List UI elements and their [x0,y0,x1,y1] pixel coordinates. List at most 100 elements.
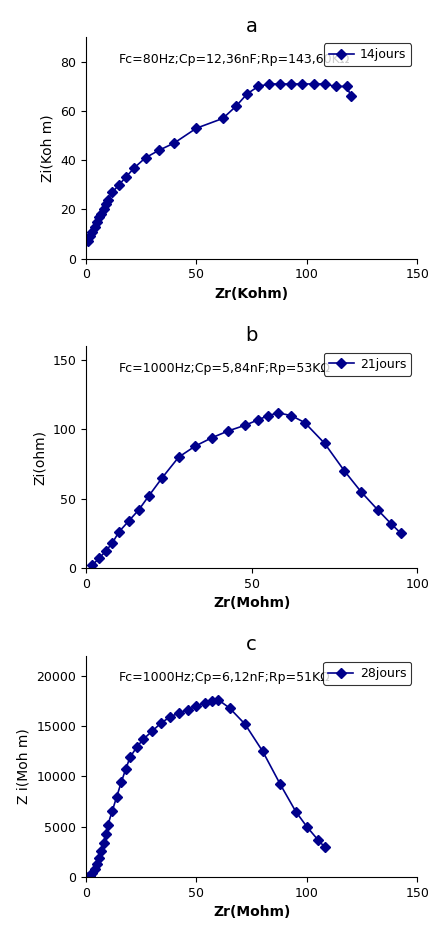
21jours [242,419,248,431]
14jours [90,226,95,237]
14jours [110,186,115,197]
28jours [315,834,321,845]
Text: Fc=1000Hz;Cp=6,12nF;Rp=51KΩ: Fc=1000Hz;Cp=6,12nF;Rp=51KΩ [119,671,331,684]
21jours [276,407,281,418]
21jours [209,432,215,444]
28jours [99,845,104,856]
28jours [278,779,283,790]
14jours [244,88,250,99]
14jours [267,79,272,90]
Legend: 28jours: 28jours [323,662,411,685]
21jours [136,505,141,516]
21jours [193,441,198,452]
14jours [256,80,261,92]
Y-axis label: Z i(Moh m): Z i(Moh m) [17,728,31,804]
21jours [226,425,231,436]
28jours [92,863,97,874]
28jours [110,805,115,816]
28jours [105,819,111,830]
14jours [233,100,239,111]
14jours [172,138,177,149]
28jours [242,719,248,730]
Title: c: c [246,636,257,654]
28jours [140,734,146,745]
28jours [202,697,208,709]
28jours [216,695,221,706]
21jours [126,515,132,526]
21jours [302,417,307,428]
21jours [375,505,380,516]
28jours [119,777,124,788]
28jours [293,806,298,817]
14jours [333,80,338,92]
Title: b: b [245,326,258,344]
14jours [278,79,283,90]
28jours [101,837,106,848]
14jours [103,198,108,210]
Line: 21jours: 21jours [89,409,404,568]
28jours [96,853,102,864]
Y-axis label: Zi(Koh m): Zi(Koh m) [41,114,54,182]
14jours [92,221,97,232]
28jours [94,858,99,870]
14jours [289,79,294,90]
14jours [194,123,199,134]
21jours [103,546,108,557]
28jours [209,695,215,707]
21jours [96,552,102,563]
21jours [159,473,165,484]
28jours [128,752,133,763]
21jours [358,486,363,497]
14jours [344,80,349,92]
28jours [304,821,310,832]
Y-axis label: Zi(ohm): Zi(ohm) [33,430,47,485]
14jours [94,216,99,227]
Legend: 14jours: 14jours [323,43,411,66]
14jours [300,79,305,90]
21jours [289,410,294,421]
14jours [132,162,137,173]
21jours [90,560,95,571]
Line: 14jours: 14jours [85,80,355,245]
14jours [101,204,106,215]
14jours [99,209,104,220]
28jours [260,746,265,757]
28jours [227,702,232,713]
28jours [87,870,93,881]
21jours [265,410,271,421]
28jours [85,871,91,883]
21jours [256,414,261,425]
28jours [194,700,199,711]
14jours [348,91,354,102]
14jours [87,231,93,242]
21jours [146,490,152,502]
Text: Fc=1000Hz;Cp=5,84nF;Rp=53KΩ: Fc=1000Hz;Cp=5,84nF;Rp=53KΩ [119,362,331,375]
28jours [149,725,155,737]
28jours [114,791,120,802]
Legend: 21jours: 21jours [323,353,411,375]
28jours [90,868,95,879]
28jours [322,841,327,853]
X-axis label: Zr(Mohm): Zr(Mohm) [213,596,290,610]
Title: a: a [246,17,257,36]
28jours [167,711,173,723]
14jours [116,179,122,190]
Line: 28jours: 28jours [85,696,328,881]
14jours [143,153,148,164]
21jours [398,528,404,539]
14jours [123,172,128,183]
28jours [158,718,164,729]
X-axis label: Zr(Mohm): Zr(Mohm) [213,905,290,919]
14jours [220,112,226,124]
28jours [103,828,108,840]
14jours [322,79,327,90]
21jours [342,465,347,476]
21jours [176,451,182,462]
14jours [105,194,111,205]
21jours [388,518,393,529]
28jours [185,705,190,716]
28jours [134,741,139,753]
X-axis label: Zr(Kohm): Zr(Kohm) [215,287,289,300]
Text: Fc=80Hz;Cp=12,36nF;Rp=143,60KΩ: Fc=80Hz;Cp=12,36nF;Rp=143,60KΩ [119,52,351,66]
21jours [116,526,122,537]
